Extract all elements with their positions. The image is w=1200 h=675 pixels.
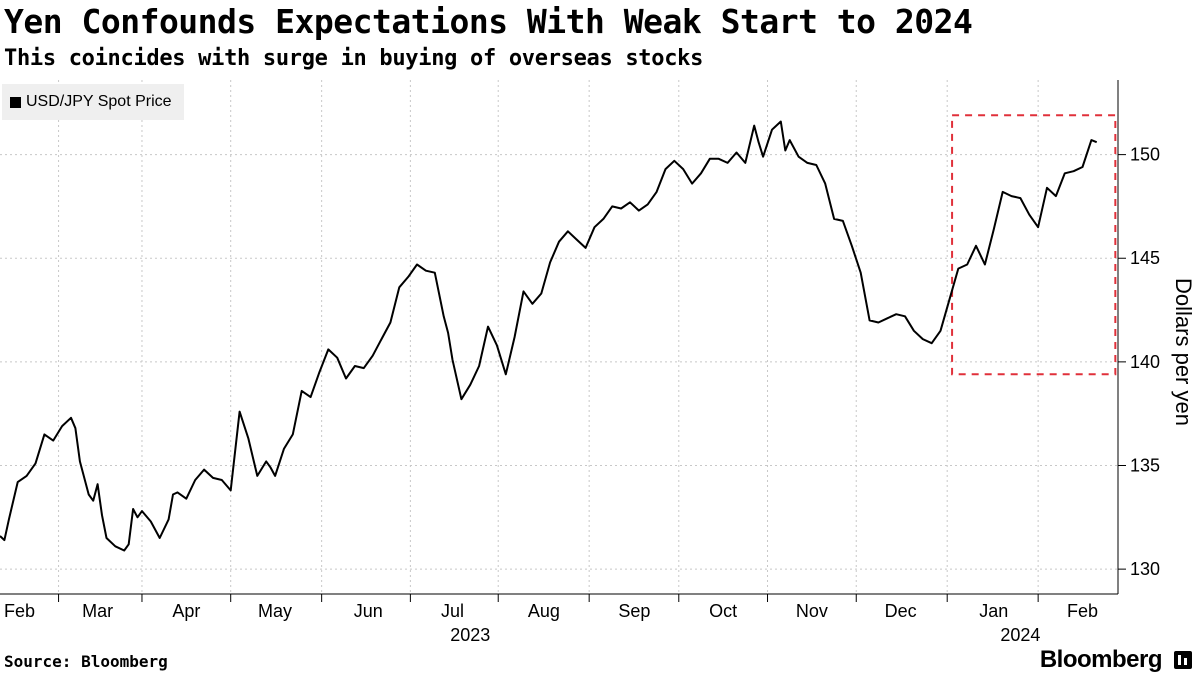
grid-lines — [0, 80, 1118, 594]
x-tick-label: Jun — [354, 601, 383, 621]
x-tick-label: Apr — [172, 601, 200, 621]
x-tick-label: Aug — [528, 601, 560, 621]
y-axis-label: Dollars per yen — [1171, 278, 1196, 426]
bloomberg-icon — [1174, 651, 1192, 669]
x-tick-label: Feb — [4, 601, 35, 621]
x-year-label: 2023 — [450, 625, 490, 645]
y-tick-label: 140 — [1130, 352, 1160, 372]
highlight-box — [951, 114, 1117, 376]
x-tick-label: Sep — [618, 601, 650, 621]
y-axis: 130 135 140 145 150 — [1117, 80, 1160, 594]
x-tick-label: Oct — [709, 601, 737, 621]
x-tick-label: Jul — [441, 601, 464, 621]
x-tick-label: Feb — [1067, 601, 1098, 621]
x-tick-label: May — [258, 601, 292, 621]
x-tick-label: Nov — [796, 601, 828, 621]
y-tick-label: 135 — [1130, 456, 1160, 476]
x-year-label: 2024 — [1000, 625, 1040, 645]
x-tick-label: Mar — [82, 601, 113, 621]
chart-title: Yen Confounds Expectations With Weak Sta… — [4, 2, 973, 41]
y-tick-label: 130 — [1130, 559, 1160, 579]
series-line-usd-jpy[interactable] — [0, 120, 1098, 552]
source-note: Source: Bloomberg — [4, 652, 168, 671]
y-tick-label: 145 — [1130, 248, 1160, 268]
legend-label: USD/JPY Spot Price — [26, 93, 172, 110]
chart-subtitle: This coincides with surge in buying of o… — [4, 46, 704, 71]
brand-logo: Bloomberg — [1039, 646, 1163, 673]
x-tick-label: Jan — [979, 601, 1008, 621]
y-tick-label: 150 — [1130, 145, 1160, 165]
x-tick-label: Dec — [885, 601, 917, 621]
x-axis: Feb Mar Apr May Jun Jul Aug Sep Oct Nov Dec Jan Feb 2… — [0, 593, 1118, 645]
legend-swatch — [10, 96, 21, 108]
legend: USD/JPY Spot Price — [2, 84, 184, 120]
